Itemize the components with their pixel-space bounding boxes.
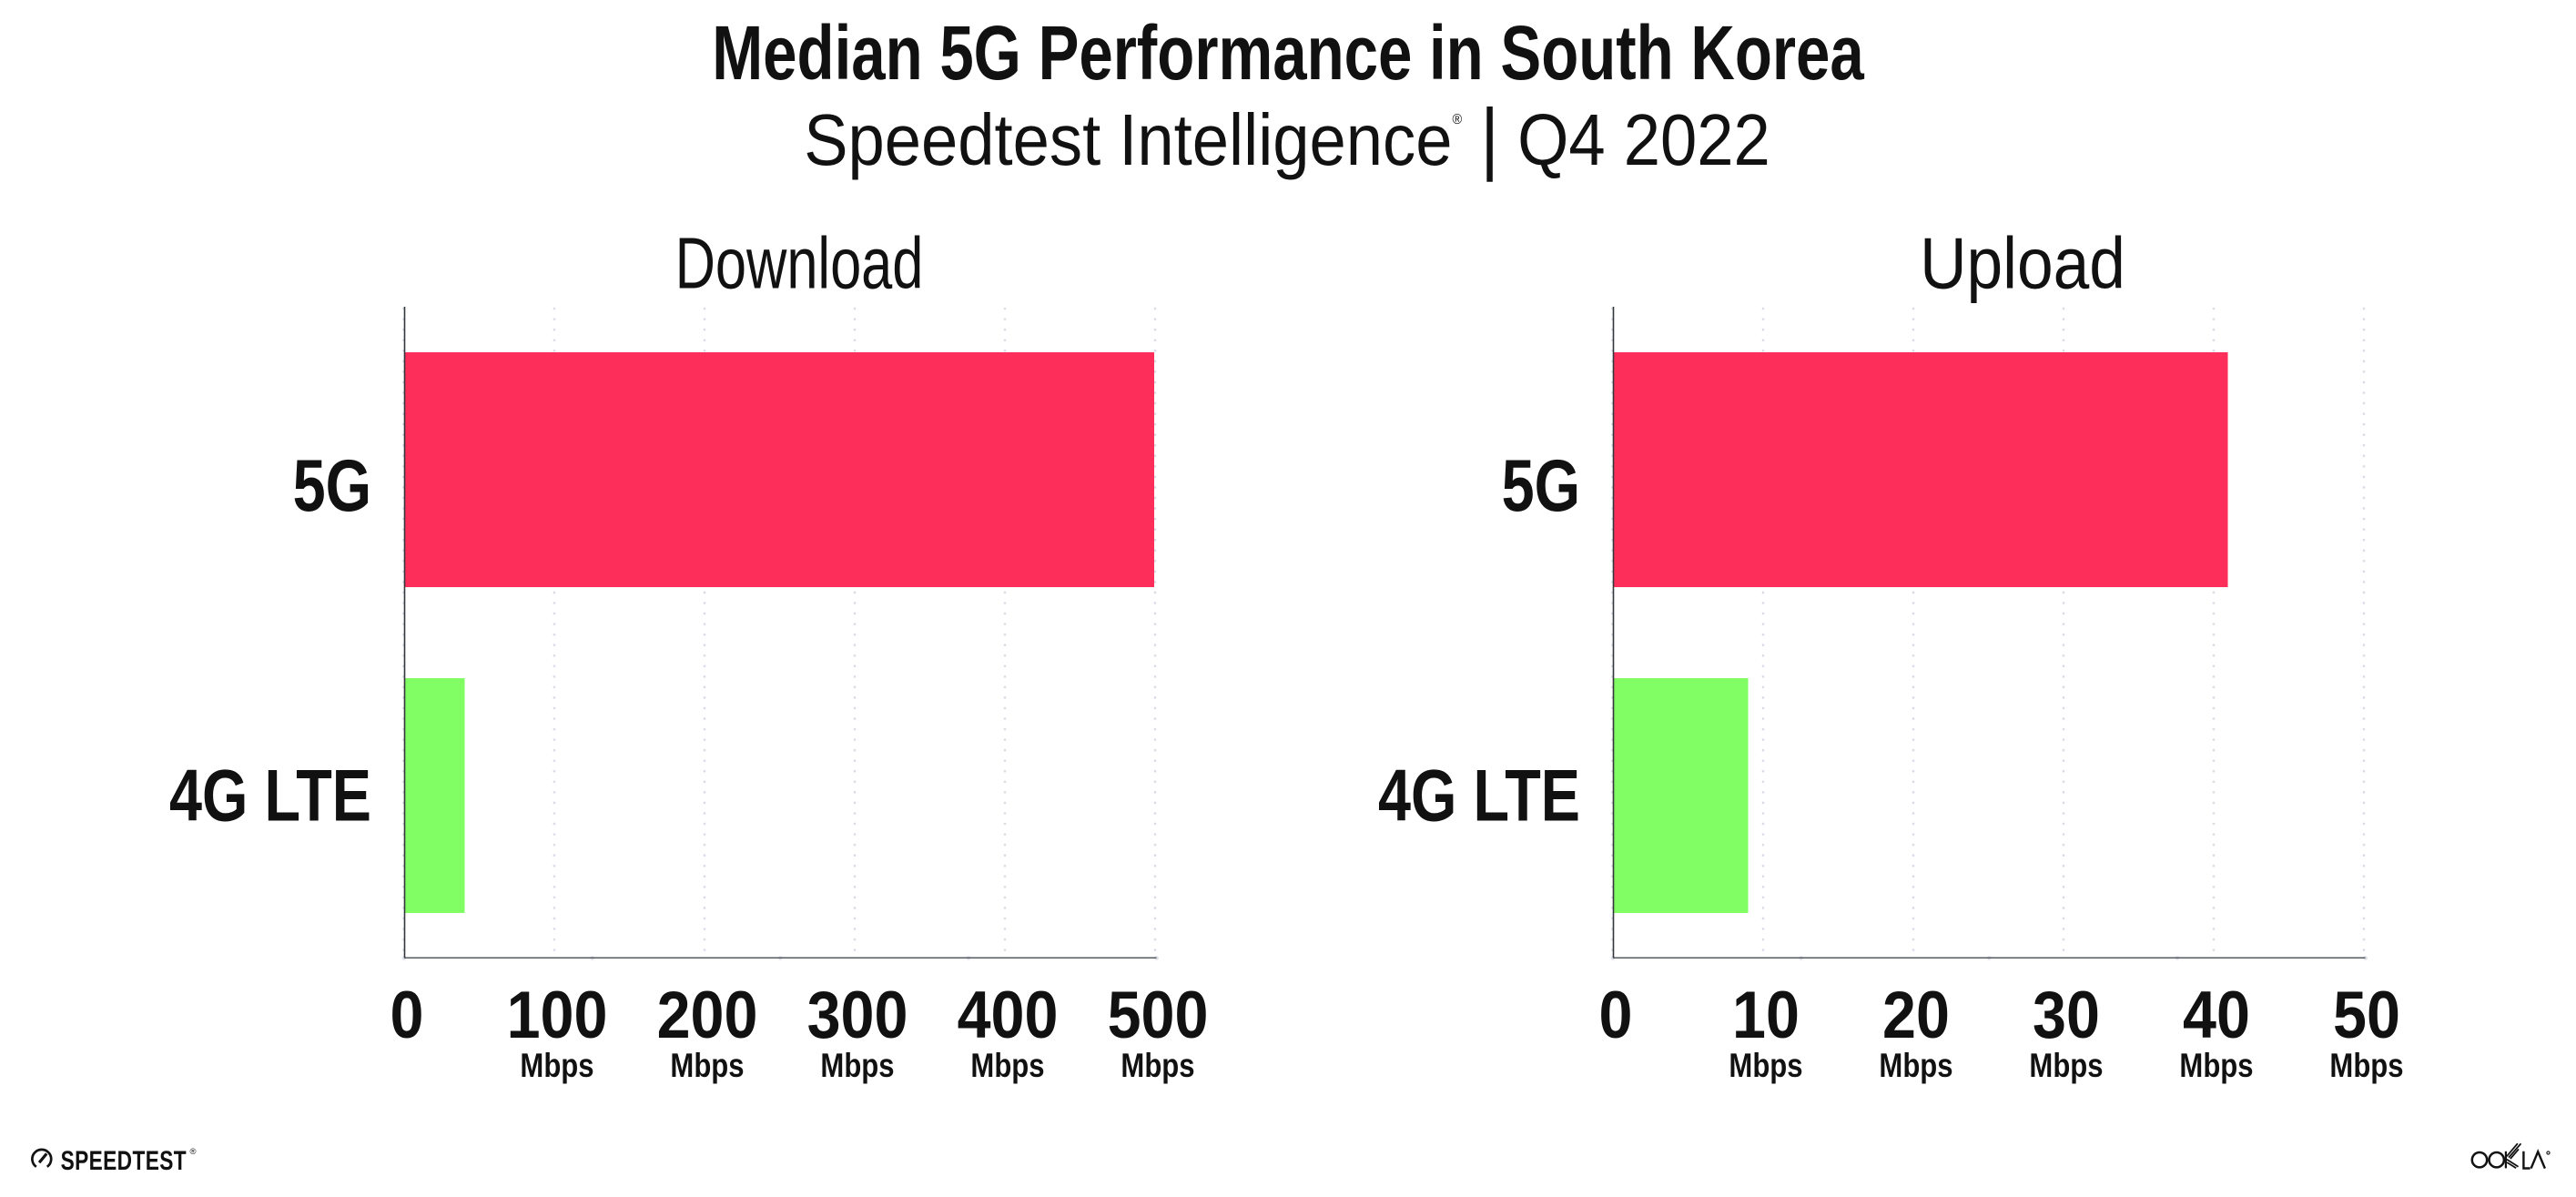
svg-text:500: 500	[1108, 978, 1209, 1052]
svg-text:0: 0	[390, 978, 424, 1052]
svg-text:0: 0	[1599, 978, 1633, 1052]
svg-text:4G LTE: 4G LTE	[169, 755, 371, 837]
svg-text:200: 200	[657, 978, 758, 1052]
svg-text:Download: Download	[675, 223, 924, 305]
svg-text:400: 400	[958, 978, 1059, 1052]
svg-text:Mbps: Mbps	[2029, 1048, 2103, 1085]
svg-text:Mbps: Mbps	[1879, 1048, 1952, 1085]
svg-text:30: 30	[2033, 978, 2100, 1052]
svg-text:4G LTE: 4G LTE	[1378, 755, 1580, 837]
svg-text:10: 10	[1732, 978, 1800, 1052]
svg-text:100: 100	[507, 978, 608, 1052]
svg-text:Upload: Upload	[1920, 223, 2125, 305]
svg-text:5G: 5G	[293, 444, 371, 527]
svg-text:Mbps: Mbps	[2179, 1048, 2253, 1085]
svg-text:®: ®	[190, 1147, 197, 1157]
svg-text:40: 40	[2183, 978, 2250, 1052]
svg-text:Mbps: Mbps	[1121, 1048, 1194, 1085]
svg-text:Mbps: Mbps	[820, 1048, 894, 1085]
svg-text:Mbps: Mbps	[670, 1048, 744, 1085]
svg-text:Mbps: Mbps	[520, 1048, 593, 1085]
svg-text:Mbps: Mbps	[1729, 1048, 1802, 1085]
svg-text:SPEEDTEST: SPEEDTEST	[61, 1145, 187, 1176]
svg-text:Median 5G Performance in South: Median 5G Performance in South Korea	[712, 11, 1864, 96]
svg-text:5G: 5G	[1502, 444, 1580, 527]
svg-text:Speedtest Intelligence® | Q4 2: Speedtest Intelligence® | Q4 2022	[804, 92, 1770, 182]
svg-text:Mbps: Mbps	[970, 1048, 1044, 1085]
svg-text:Mbps: Mbps	[2329, 1048, 2403, 1085]
svg-text:50: 50	[2333, 978, 2400, 1052]
svg-text:20: 20	[1882, 978, 1950, 1052]
svg-text:300: 300	[807, 978, 908, 1052]
